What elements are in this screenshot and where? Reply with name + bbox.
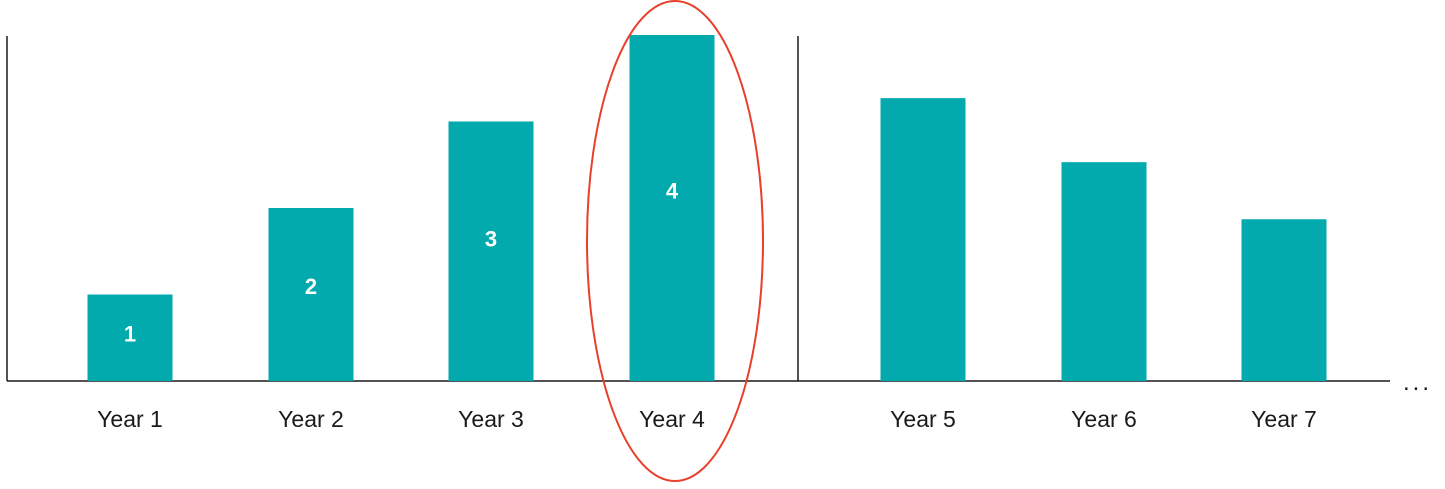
data-label-year-2: 2 <box>305 274 317 299</box>
x-tick-label-year-2: Year 2 <box>278 406 344 432</box>
x-tick-label-year-7: Year 7 <box>1251 406 1317 432</box>
bars-group <box>87 35 1327 382</box>
bar-year-4 <box>629 35 715 381</box>
bar-labels-group: 1 2 3 4 <box>124 179 679 347</box>
x-tick-label-year-3: Year 3 <box>458 406 524 432</box>
data-label-year-1: 1 <box>124 321 136 346</box>
tick-labels-group: Year 1 Year 2 Year 3 Year 4 Year 5 Year 6 Year… <box>97 406 1317 432</box>
data-label-year-3: 3 <box>485 226 497 251</box>
highlight-ellipse <box>586 0 764 482</box>
bar-year-7 <box>1241 219 1327 381</box>
bar-year-3 <box>448 121 534 381</box>
continuation-ellipsis: ... <box>1403 369 1432 396</box>
bar-year-2 <box>268 208 354 381</box>
bar-year-6 <box>1061 162 1147 381</box>
bar-year-5 <box>880 98 966 382</box>
x-tick-label-year-1: Year 1 <box>97 406 163 432</box>
data-label-year-4: 4 <box>666 179 679 204</box>
bar-year-1 <box>87 294 173 381</box>
x-tick-label-year-6: Year 6 <box>1071 406 1137 432</box>
x-tick-label-year-5: Year 5 <box>890 406 956 432</box>
x-tick-label-year-4: Year 4 <box>639 406 705 432</box>
